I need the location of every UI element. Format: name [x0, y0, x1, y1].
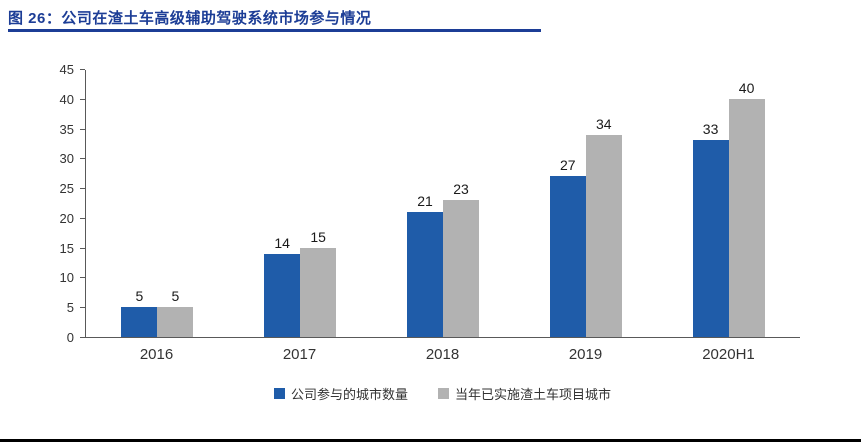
bar-implemented-cities[interactable] [300, 247, 337, 337]
bar-chart-plot-area: 5 5 14 15 21 23 27 34 33 40 [85, 70, 800, 338]
figure-title: 图 26：公司在渣土车高级辅助驾驶系统市场参与情况 [8, 10, 372, 27]
bar-group: 14 15 [229, 70, 372, 337]
x-axis-labels: 2016 2017 2018 2019 2020H1 [85, 346, 800, 363]
bar-column: 5 [121, 288, 158, 337]
x-axis-category-label: 2020H1 [702, 346, 755, 363]
legend-label: 当年已实施渣土车项目城市 [455, 387, 612, 402]
x-axis-category-label: 2019 [568, 346, 603, 363]
bar-implemented-cities[interactable] [585, 134, 622, 337]
bar-implemented-cities[interactable] [157, 307, 194, 337]
bar-column: 14 [264, 234, 301, 337]
y-axis-tick-mark [80, 158, 85, 160]
footer-rule [0, 439, 861, 442]
legend-label: 公司参与的城市数量 [290, 387, 408, 402]
legend-swatch-icon [273, 388, 285, 399]
bar-value-label: 5 [171, 288, 180, 305]
bar-implemented-cities[interactable] [728, 98, 765, 337]
x-axis-category-label: 2017 [282, 346, 317, 363]
y-axis-tick-label: 15 [59, 240, 74, 256]
bar-group: 27 34 [514, 70, 657, 337]
bar-value-label: 5 [135, 288, 144, 305]
y-axis-tick-mark [80, 128, 85, 130]
bar-company-cities[interactable] [692, 140, 729, 337]
y-axis-tick-mark [80, 217, 85, 219]
legend-item[interactable]: 当年已实施渣土车项目城市 [438, 384, 611, 403]
bar-group: 21 23 [372, 70, 515, 337]
title-underline-rule [8, 29, 541, 32]
chart-legend: 公司参与的城市数量 当年已实施渣土车项目城市 [85, 384, 800, 403]
bar-value-label: 40 [738, 79, 755, 96]
y-axis-tick-label: 40 [59, 91, 74, 107]
y-axis-tick-label: 35 [59, 121, 74, 137]
bar-column: 27 [549, 157, 586, 337]
bar-column: 33 [692, 121, 729, 337]
y-axis-tick-marks [80, 69, 85, 338]
bar-column: 5 [157, 288, 194, 337]
y-axis-tick-label: 20 [59, 210, 74, 226]
bar-column: 34 [585, 115, 622, 337]
bar-company-cities[interactable] [121, 307, 158, 337]
legend-item[interactable]: 公司参与的城市数量 [273, 384, 408, 403]
x-axis-category-label: 2018 [425, 346, 460, 363]
bar-group: 33 40 [657, 70, 800, 337]
y-axis-tick-mark [80, 188, 85, 190]
y-axis-tick-label: 25 [59, 181, 74, 197]
y-axis-tick-mark [80, 337, 85, 338]
bar-value-label: 21 [417, 192, 433, 209]
x-axis-category-label: 2016 [139, 346, 174, 363]
bar-value-label: 14 [274, 234, 290, 251]
y-axis-tick-mark [80, 69, 85, 70]
y-axis-tick-label: 30 [59, 151, 74, 167]
y-axis-tick-label: 5 [66, 300, 74, 316]
bar-value-label: 34 [595, 115, 612, 132]
bar-column: 23 [442, 181, 479, 337]
y-axis-tick-label: 0 [66, 330, 74, 345]
bar-value-label: 27 [559, 157, 576, 174]
bar-value-label: 15 [310, 228, 326, 245]
y-axis-tick-mark [80, 307, 85, 309]
bar-value-label: 23 [453, 181, 469, 198]
y-axis-tick-mark [80, 247, 85, 249]
bar-column: 15 [300, 228, 337, 337]
bar-column: 21 [406, 192, 443, 337]
y-axis-labels: 0 5 10 15 20 25 30 35 40 45 [30, 63, 74, 345]
y-axis-tick-label: 45 [59, 62, 74, 77]
bar-value-label: 33 [702, 121, 719, 138]
bar-company-cities[interactable] [406, 211, 443, 337]
y-axis-tick-mark [80, 277, 85, 279]
bar-company-cities[interactable] [549, 176, 586, 337]
bar-company-cities[interactable] [264, 253, 301, 337]
y-axis-tick-mark [80, 98, 85, 100]
bar-column: 40 [728, 79, 765, 337]
legend-swatch-icon [438, 388, 449, 399]
y-axis-tick-label: 10 [59, 270, 74, 286]
bar-implemented-cities[interactable] [442, 200, 479, 337]
